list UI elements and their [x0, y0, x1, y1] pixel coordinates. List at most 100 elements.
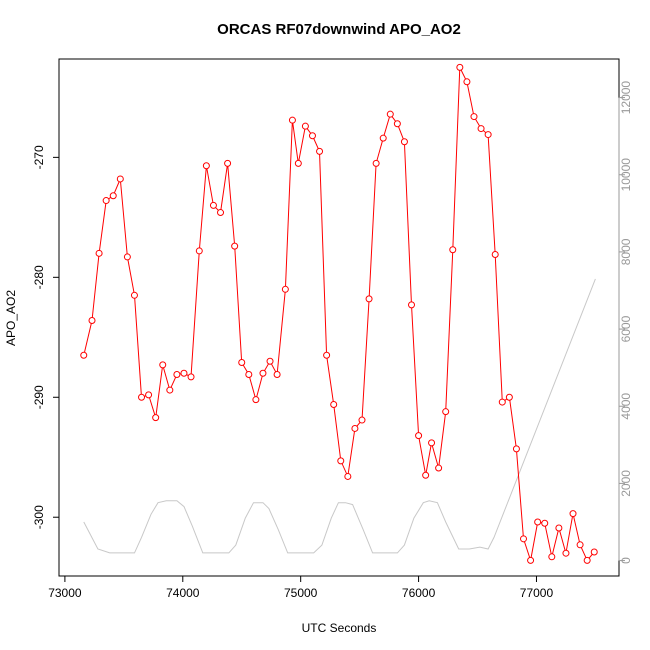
right-y-tick-label: 12000 — [619, 81, 633, 115]
apo-ao2-point — [145, 391, 153, 399]
apo-ao2-point — [491, 251, 499, 259]
apo-ao2-point — [435, 464, 443, 472]
apo-ao2-point — [123, 253, 131, 261]
apo-ao2-point — [273, 370, 281, 378]
apo-ao2-point — [109, 192, 117, 200]
apo-ao2-point — [301, 122, 309, 130]
apo-ao2-point — [442, 408, 450, 416]
apo-ao2-point — [288, 116, 296, 124]
apo-ao2-point — [281, 285, 289, 293]
apo-ao2-point — [358, 416, 366, 424]
apo-ao2-point — [512, 445, 520, 453]
x-tick-label: 76000 — [402, 586, 436, 600]
apo-ao2-point — [351, 424, 359, 432]
plot-area — [58, 58, 620, 577]
apo-ao2-point — [527, 556, 535, 564]
y-tick-label: -290 — [32, 385, 46, 409]
x-tick-label: 77000 — [520, 586, 554, 600]
apo-ao2-point — [80, 351, 88, 359]
apo-ao2-point — [195, 247, 203, 255]
apo-ao2-point — [252, 396, 260, 404]
apo-ao2-point — [463, 78, 471, 86]
right-y-tick-label: 0 — [619, 557, 633, 564]
apo-ao2-point — [428, 439, 436, 447]
apo-ao2-point — [159, 361, 167, 369]
apo-ao2-point — [422, 471, 430, 479]
apo-ao2-point — [245, 370, 253, 378]
apo-ao2-point — [590, 548, 598, 556]
apo-ao2-point — [323, 351, 331, 359]
y-axis-label: APO_AO2 — [4, 290, 18, 346]
apo-ao2-point — [534, 518, 542, 526]
x-tick-label: 75000 — [284, 586, 318, 600]
x-tick-label: 74000 — [166, 586, 200, 600]
apo-ao2-point — [316, 147, 324, 155]
apo-ao2-point — [217, 209, 225, 217]
y-tick-label: -300 — [32, 505, 46, 529]
apo-ao2-point — [393, 120, 401, 128]
apo-ao2-point — [209, 201, 217, 209]
apo-ao2-point — [180, 369, 188, 377]
series-layer — [80, 63, 598, 564]
x-axis: 73000 74000 75000 76000 77000 — [48, 575, 554, 600]
apo-ao2-point — [95, 249, 103, 257]
right-y-tick-label: 8000 — [619, 238, 633, 265]
apo-ao2-point — [294, 159, 302, 167]
apo-ao2-point — [484, 131, 492, 139]
right-y-tick-label: 10000 — [619, 158, 633, 192]
apo-ao2-point — [102, 197, 110, 205]
x-tick-label: 73000 — [48, 586, 82, 600]
apo-ao2-point — [576, 541, 584, 549]
y-tick-label: -280 — [32, 265, 46, 289]
apo-ao2-point — [505, 393, 513, 401]
right-y-tick-label: 4000 — [619, 393, 633, 420]
apo-ao2-point — [498, 398, 506, 406]
apo-ao2-point — [372, 159, 380, 167]
apo-ao2-point — [449, 246, 457, 254]
apo-ao2-point — [152, 414, 160, 422]
apo-ao2-point — [88, 316, 96, 324]
apo-ao2-point — [231, 242, 239, 250]
apo-ao2-point — [583, 556, 591, 564]
apo-ao2-point — [562, 549, 570, 557]
apo-ao2-point — [266, 357, 274, 365]
apo-ao2-point — [238, 358, 246, 366]
apo-ao2-point — [555, 524, 563, 532]
apo-ao2-point — [386, 110, 394, 118]
right-y-axis: 0 2000 4000 6000 8000 10000 12000 — [618, 81, 633, 564]
apo-ao2-point — [548, 553, 556, 561]
y-axis: -300 -290 -280 -270 — [32, 145, 60, 529]
altitude-line — [83, 278, 596, 554]
chart-title: ORCAS RF07downwind APO_AO2 — [217, 21, 461, 38]
apo-ao2-point — [187, 373, 195, 381]
apo-ao2-point — [259, 369, 267, 377]
apo-ao2-point — [520, 535, 528, 543]
apo-ao2-point — [138, 393, 146, 401]
apo-ao2-point — [344, 472, 352, 480]
apo-ao2-point — [130, 291, 138, 299]
right-y-tick-label: 6000 — [619, 315, 633, 342]
apo-ao2-point — [415, 432, 423, 440]
apo-ao2-point — [330, 400, 338, 408]
apo-ao2-point — [541, 519, 549, 527]
apo-ao2-point — [477, 125, 485, 133]
apo-ao2-point — [569, 510, 577, 518]
apo-ao2-point — [379, 134, 387, 142]
apo-ao2-point — [456, 63, 464, 71]
apo-ao2-point — [408, 301, 416, 309]
apo-ao2-point — [173, 370, 181, 378]
x-axis-label: UTC Seconds — [302, 621, 377, 635]
apo-ao2-point — [116, 175, 124, 183]
apo-ao2-point — [308, 132, 316, 140]
right-y-tick-label: 2000 — [619, 470, 633, 497]
apo-ao2-line — [83, 67, 595, 562]
apo-ao2-point — [365, 295, 373, 303]
apo-ao2-point — [202, 162, 210, 170]
apo-ao2-point — [224, 159, 232, 167]
apo-ao2-point — [337, 457, 345, 465]
apo-ao2-point — [400, 138, 408, 146]
y-tick-label: -270 — [32, 145, 46, 169]
apo-ao2-point — [470, 113, 478, 121]
apo-ao2-point — [166, 386, 174, 394]
